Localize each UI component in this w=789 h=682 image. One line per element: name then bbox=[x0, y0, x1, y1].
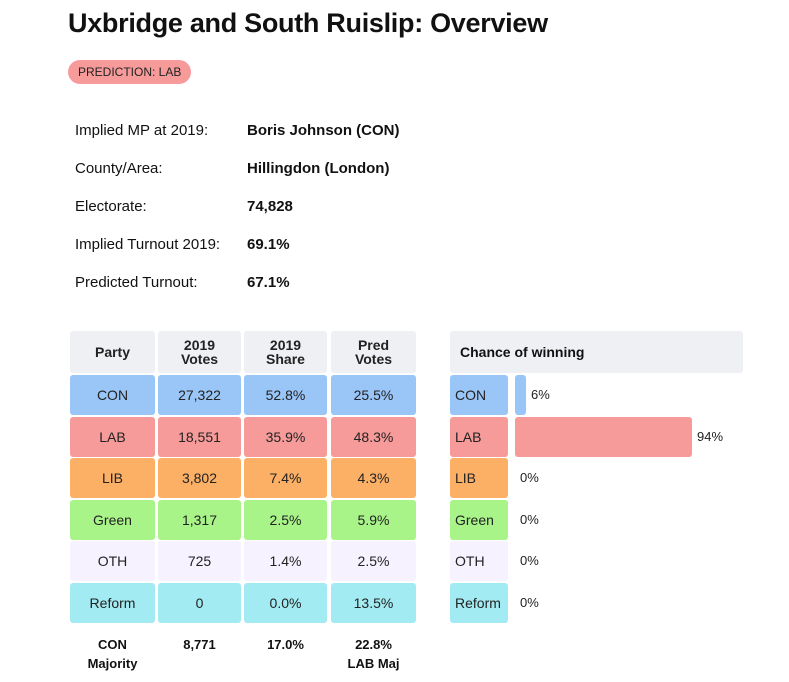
chance-party-label: LIB bbox=[450, 458, 508, 498]
chance-bar bbox=[515, 375, 526, 415]
table-cell-pred-votes: 13.5% bbox=[331, 583, 416, 623]
table-cell-party: LAB bbox=[70, 417, 155, 457]
table-cell-party: Green bbox=[70, 500, 155, 540]
info-value: Hillingdon (London) bbox=[247, 160, 390, 177]
chance-party-label: CON bbox=[450, 375, 508, 415]
info-label: County/Area: bbox=[75, 160, 163, 177]
info-value: 74,828 bbox=[247, 198, 293, 215]
table-cell-votes-2019: 725 bbox=[158, 541, 241, 581]
chance-of-winning-header: Chance of winning bbox=[450, 331, 743, 373]
table-cell-party: Reform bbox=[70, 583, 155, 623]
table-cell-party: LIB bbox=[70, 458, 155, 498]
table-cell-pred-votes: 48.3% bbox=[331, 417, 416, 457]
table-cell-party: OTH bbox=[70, 541, 155, 581]
column-header-votes-2019: 2019 Votes bbox=[158, 331, 241, 373]
chance-party-label: LAB bbox=[450, 417, 508, 457]
table-cell-party: CON bbox=[70, 375, 155, 415]
chance-party-label: Reform bbox=[450, 583, 508, 623]
table-cell-share-2019: 0.0% bbox=[244, 583, 327, 623]
column-header-share-2019: 2019 Share bbox=[244, 331, 327, 373]
table-cell-pred-votes: 2.5% bbox=[331, 541, 416, 581]
table-footer-votes-2019: 8,771 bbox=[183, 637, 216, 652]
info-label: Electorate: bbox=[75, 198, 147, 215]
table-cell-votes-2019: 27,322 bbox=[158, 375, 241, 415]
table-cell-share-2019: 1.4% bbox=[244, 541, 327, 581]
table-cell-share-2019: 52.8% bbox=[244, 375, 327, 415]
table-cell-votes-2019: 0 bbox=[158, 583, 241, 623]
table-cell-pred-votes: 25.5% bbox=[331, 375, 416, 415]
table-cell-share-2019: 2.5% bbox=[244, 500, 327, 540]
chance-percent: 0% bbox=[520, 595, 539, 610]
chance-percent: 0% bbox=[520, 470, 539, 485]
table-cell-share-2019: 35.9% bbox=[244, 417, 327, 457]
info-value: 69.1% bbox=[247, 236, 290, 253]
info-label: Implied Turnout 2019: bbox=[75, 236, 221, 253]
chance-party-label: OTH bbox=[450, 541, 508, 581]
table-cell-pred-votes: 4.3% bbox=[331, 458, 416, 498]
chance-party-label: Green bbox=[450, 500, 508, 540]
table-footer-pred-votes: 22.8% LAB Maj bbox=[347, 637, 400, 671]
info-value: 67.1% bbox=[247, 274, 290, 291]
chance-percent: 0% bbox=[520, 553, 539, 568]
chance-bar bbox=[515, 417, 692, 457]
column-header-party: Party bbox=[70, 331, 155, 373]
chance-percent: 0% bbox=[520, 512, 539, 527]
table-cell-votes-2019: 1,317 bbox=[158, 500, 241, 540]
table-footer-share-2019: 17.0% bbox=[267, 637, 304, 652]
info-label: Predicted Turnout: bbox=[75, 274, 198, 291]
table-cell-pred-votes: 5.9% bbox=[331, 500, 416, 540]
table-cell-share-2019: 7.4% bbox=[244, 458, 327, 498]
info-value: Boris Johnson (CON) bbox=[247, 122, 400, 139]
table-cell-votes-2019: 3,802 bbox=[158, 458, 241, 498]
prediction-badge: PREDICTION: LAB bbox=[68, 60, 192, 84]
column-header-pred-votes: Pred Votes bbox=[331, 331, 416, 373]
chance-percent: 6% bbox=[531, 387, 550, 402]
info-label: Implied MP at 2019: bbox=[75, 122, 209, 139]
chance-percent: 94% bbox=[697, 429, 724, 444]
table-footer-party: CON Majority bbox=[87, 637, 138, 671]
table-cell-votes-2019: 18,551 bbox=[158, 417, 241, 457]
page-title: Uxbridge and South Ruislip: Overview bbox=[68, 8, 548, 38]
